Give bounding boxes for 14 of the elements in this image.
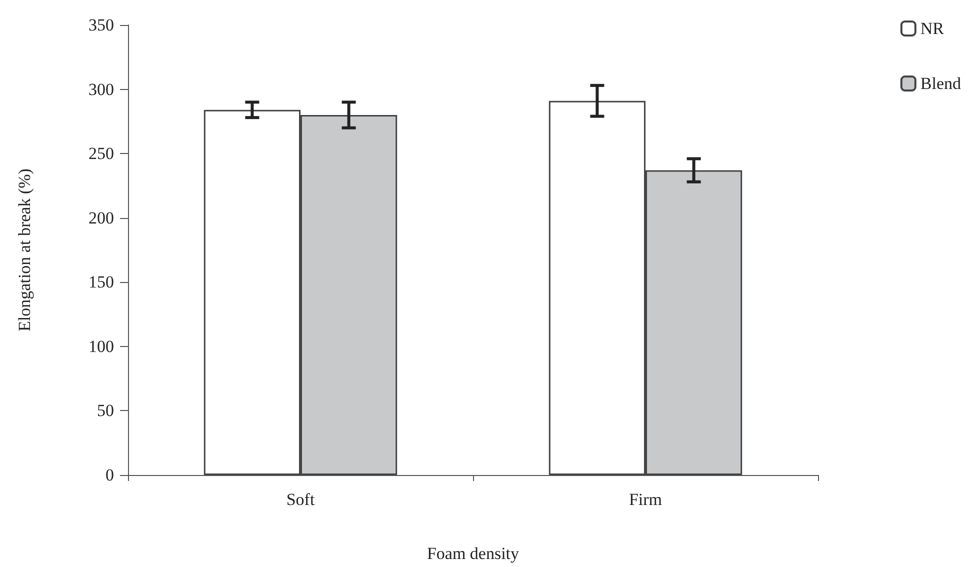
y-tick-label: 200 <box>88 208 114 228</box>
y-tick-label: 0 <box>106 466 114 484</box>
x-tick-label: Firm <box>628 490 662 509</box>
legend-label: Blend <box>920 74 962 93</box>
y-tick-label: 350 <box>88 16 114 34</box>
x-tick-label: Soft <box>286 490 315 509</box>
y-tick-label: 150 <box>88 272 114 292</box>
x-axis-title: Foam density <box>426 544 520 563</box>
y-tick-label: 50 <box>97 401 114 420</box>
y-tick-label: 100 <box>88 336 114 356</box>
y-tick-label: 250 <box>88 144 114 164</box>
y-axis-title: Elongation at break (%) <box>15 168 34 332</box>
legend-label: NR <box>920 19 945 38</box>
y-tick-label: 300 <box>88 80 114 99</box>
